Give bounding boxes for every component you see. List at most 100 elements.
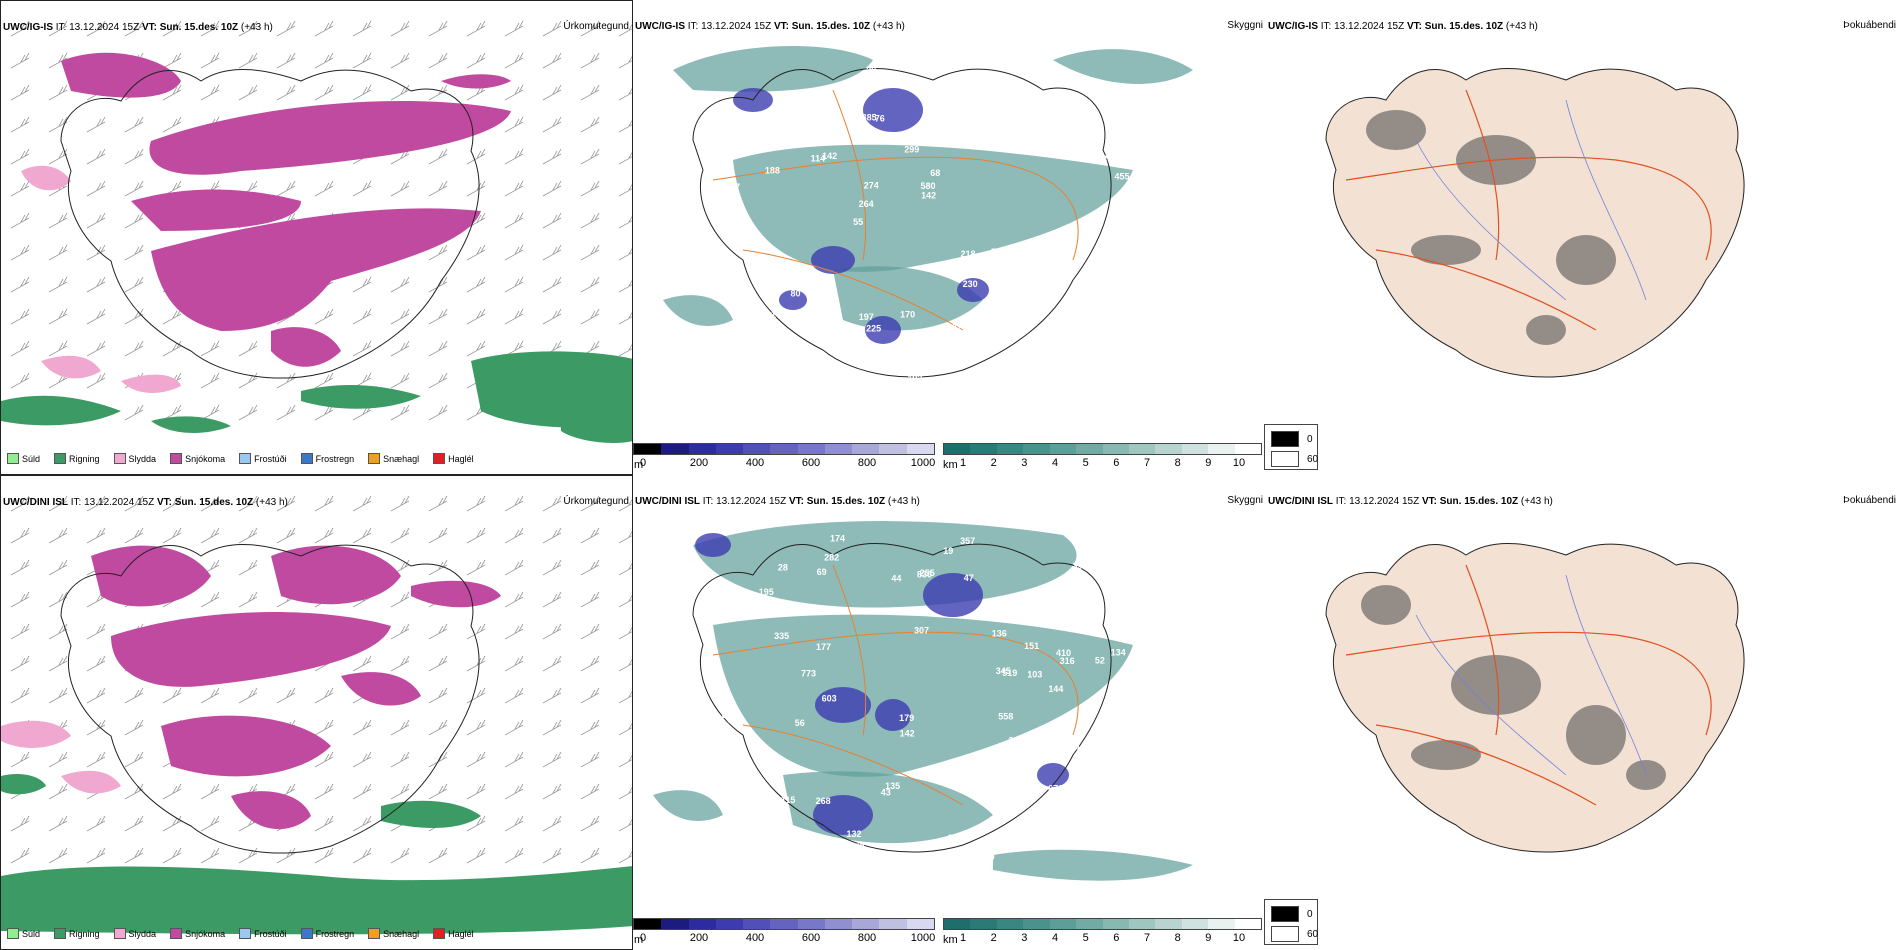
wind-barb — [276, 527, 296, 544]
wind-barb — [466, 495, 486, 512]
cloud-base-label: 773 — [801, 669, 816, 679]
legend-item-snaehagl: Snæhagl — [368, 928, 419, 939]
wind-barb — [466, 719, 486, 736]
cloud-base-label: 47 — [715, 362, 725, 372]
cloud-base-label: 151 — [1024, 641, 1039, 651]
wind-barb — [580, 559, 600, 576]
legend-item-sudd: Súld — [7, 453, 40, 464]
cloud-base-label: 200 — [1069, 356, 1084, 366]
cloud-base-label: 158 — [720, 710, 735, 720]
wind-barb — [86, 212, 106, 229]
roads — [1345, 89, 1712, 331]
wind-barb — [390, 623, 410, 640]
legend-label: Frostregn — [315, 928, 355, 939]
wind-barb — [238, 20, 258, 37]
wind-barb — [542, 847, 562, 864]
wind-barb — [618, 722, 632, 736]
wind-barb — [580, 751, 600, 768]
wind-barb — [48, 212, 68, 229]
wind-barb — [618, 247, 632, 261]
cloud-base-label: 945 — [1085, 798, 1100, 808]
cloud-base-label: 44 — [1118, 790, 1128, 800]
wind-barb — [314, 52, 334, 69]
legend-label: Snjókoma — [185, 453, 226, 464]
wind-barb — [10, 815, 30, 832]
cloud-base-label: 170 — [900, 310, 915, 320]
cloud-base-label: 400 — [1090, 628, 1105, 638]
wind-barb — [504, 180, 524, 197]
wind-barb — [580, 116, 600, 133]
wind-barb — [390, 180, 410, 197]
wind-barb — [542, 655, 562, 672]
wind-barb — [10, 276, 30, 293]
legend-swatch — [54, 928, 67, 939]
cloud-base-areas — [733, 88, 989, 344]
wind-barb — [86, 372, 106, 389]
wind-barb — [200, 591, 220, 608]
wind-barb — [352, 783, 372, 800]
cloud-base-label: 192 — [907, 374, 922, 384]
wind-barb — [618, 55, 632, 69]
cloud-base-label: 304 — [751, 821, 766, 831]
legend-label: Snjókoma — [185, 928, 226, 939]
legend-item-slydda: Slydda — [113, 928, 156, 939]
wind-barb — [10, 623, 30, 640]
wind-barb — [200, 815, 220, 832]
wind-barb — [580, 244, 600, 261]
wind-barb — [86, 308, 106, 325]
wind-barb — [48, 559, 68, 576]
wind-barb — [466, 20, 486, 37]
wind-barb — [428, 372, 448, 389]
cloud-base-label: 99 — [1078, 143, 1088, 153]
wind-barb — [162, 847, 182, 864]
wind-barb — [618, 343, 632, 357]
wind-barb — [124, 495, 144, 512]
wind-barb — [428, 655, 448, 672]
wind-barb — [352, 308, 372, 325]
cloud-base-label: 53 — [1011, 797, 1021, 807]
wind-barb — [238, 84, 258, 101]
wind-barb — [124, 116, 144, 133]
cloud-base-label: 76 — [875, 113, 885, 123]
cloud-base-label: 603 — [822, 694, 837, 704]
cloud-base-label: 139 — [739, 291, 754, 301]
wind-barb — [466, 623, 486, 640]
wind-barb — [580, 52, 600, 69]
precip-type-map — [1, 1, 632, 474]
legend-label: Haglél — [448, 453, 474, 464]
wind-barb — [86, 148, 106, 165]
cloud-base-label: 28 — [778, 563, 788, 573]
wind-barb — [390, 404, 410, 421]
cloud-base-label: 580 — [920, 181, 935, 191]
wind-barb — [466, 687, 486, 704]
wind-barb — [352, 847, 372, 864]
cloud-base-label: 830 — [917, 569, 932, 579]
wind-barb — [48, 751, 68, 768]
wind-barb — [276, 84, 296, 101]
wind-barb — [238, 559, 258, 576]
cloud-base-label: 264 — [859, 199, 874, 209]
cloud-base-label: 312 — [1034, 733, 1049, 743]
wind-barb — [162, 495, 182, 512]
wind-barb — [466, 340, 486, 357]
wind-barb — [542, 751, 562, 768]
wind-barb — [580, 84, 600, 101]
cloud-base-label: 763 — [745, 378, 760, 388]
wind-barb — [10, 591, 30, 608]
fog-patches — [1361, 585, 1666, 790]
wind-barb — [200, 372, 220, 389]
rain-areas — [1, 351, 632, 443]
wind-barb — [10, 308, 30, 325]
cloud-base-labels: 676 400 945 307 902 282 410 268 391 335 52 51 144 59 1… — [713, 533, 1128, 862]
wind-barb — [428, 52, 448, 69]
wind-barb — [542, 84, 562, 101]
panel-title: UWC/DINI ISL IT: 13.12.2024 15Z VT: Sun.… — [3, 497, 288, 508]
cloud-base-label: 59 — [854, 842, 864, 852]
wind-barb — [580, 495, 600, 512]
legend-swatch — [433, 453, 446, 464]
cloud-base-label: 142 — [900, 729, 915, 739]
wind-barb — [580, 527, 600, 544]
wind-barb — [10, 52, 30, 69]
wind-barb — [200, 340, 220, 357]
wind-barb — [352, 52, 372, 69]
